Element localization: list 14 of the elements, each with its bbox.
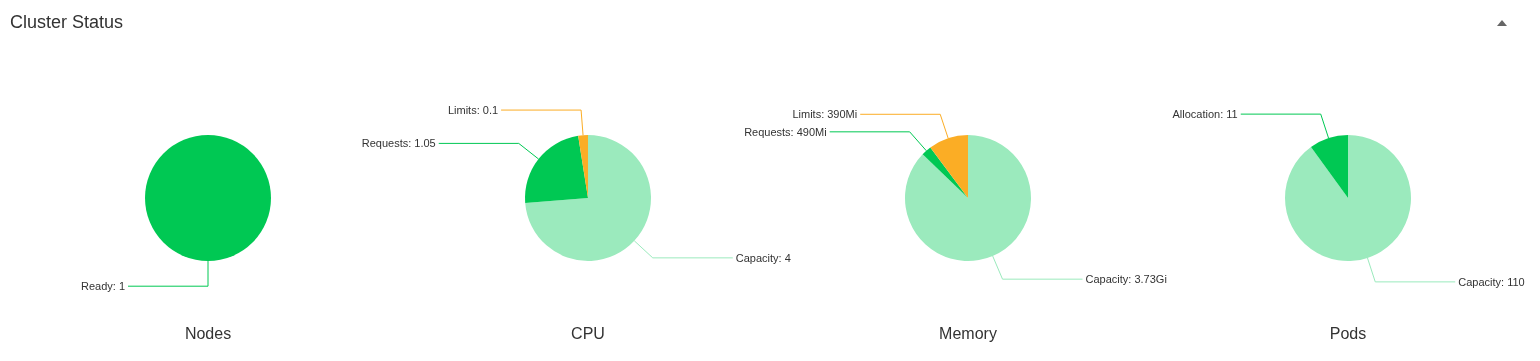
slice-label: Ready: 1 — [80, 280, 125, 293]
text: Pods — [1329, 325, 1367, 342]
slice-label: Limits: 390Mi — [792, 108, 858, 121]
slice-label: Requests: 1.05 — [361, 137, 436, 150]
slice-label: Capacity: 110 — [1458, 275, 1525, 288]
text: Nodes — [184, 325, 232, 342]
text: Cluster Status — [10, 12, 124, 32]
text: CPU — [571, 325, 605, 342]
slice-label: Allocation: 11 — [1172, 107, 1238, 120]
text: Memory — [939, 325, 997, 342]
slice-label: Capacity: 4 — [735, 251, 791, 264]
slice-label: Capacity: 3.73Gi — [1085, 273, 1167, 286]
slice-label: Requests: 490Mi — [744, 125, 827, 138]
slice-label: Limits: 0.1 — [447, 103, 499, 116]
